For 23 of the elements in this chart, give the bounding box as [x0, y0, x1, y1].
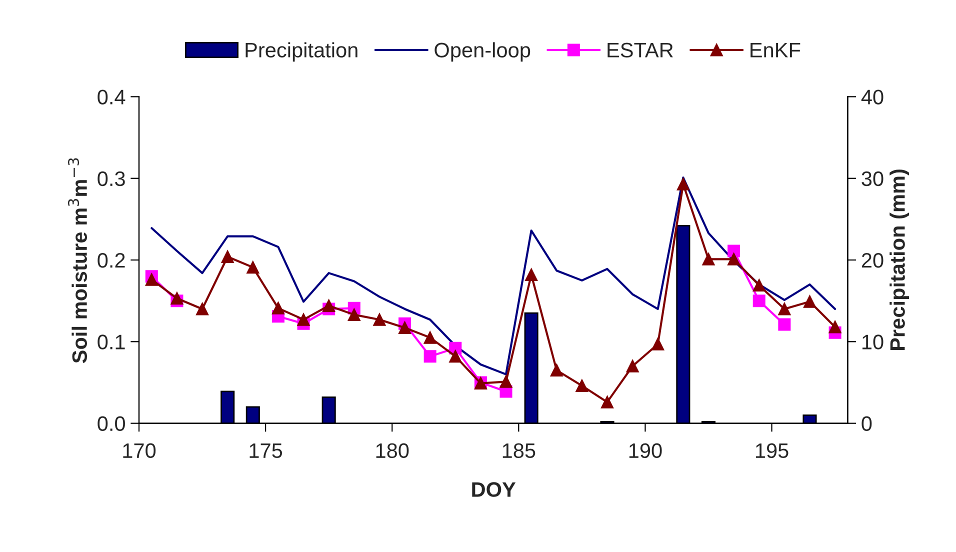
y-tick-label: 0.4	[98, 90, 126, 104]
legend-label: Precipitation	[246, 42, 358, 62]
y-tick-label: 0.2	[98, 253, 125, 268]
y2-tick-label: 10	[862, 334, 884, 350]
x-tick-label: 170	[123, 443, 156, 458]
x-tick-label: 185	[502, 443, 536, 458]
legend-label: ESTAR	[608, 42, 673, 58]
y-tick-label: 0.3	[98, 171, 125, 186]
y-tick-label: 0.0	[98, 416, 125, 432]
x-tick-label: 180	[376, 443, 409, 458]
x-tick-label: 195	[756, 443, 788, 458]
y2-tick-label: 40	[861, 90, 884, 104]
legend-label: EnKF	[750, 42, 800, 58]
y-tick-label: 0.1	[98, 334, 125, 350]
y2-tick-label: 30	[862, 171, 884, 186]
x-tick-label: 190	[629, 443, 662, 458]
y2-axis-title: Precipitation (mm)	[890, 170, 910, 350]
legend-label: Open-loop	[434, 42, 530, 62]
y-axis-title: Soil moisture m$^{3}$m$^{−3}$	[68, 158, 88, 364]
x-tick-label: 175	[250, 444, 282, 458]
y2-tick-label: 20	[862, 253, 884, 268]
x-axis-title: DOY	[472, 482, 516, 497]
y2-tick-label: 0	[862, 416, 872, 432]
